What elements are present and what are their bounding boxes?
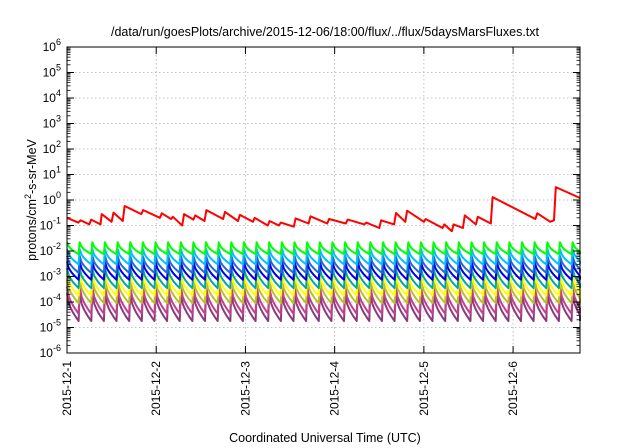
series-line [66,278,581,305]
y-tick-exponent: -5 [53,318,61,328]
x-tick-label: 2015-12-4 [328,361,342,416]
x-axis-label: Coordinated Universal Time (UTC) [229,431,421,445]
y-tick-base: 10 [43,91,57,105]
series-line [66,292,581,322]
series-line [66,241,581,256]
y-tick-base: 10 [43,142,57,156]
y-tick-label: 103 [43,114,61,131]
series-line [66,267,581,290]
y-tick-label: 104 [43,88,61,105]
y-tick-label: 10-4 [40,292,61,309]
series-line [66,260,581,281]
y-tick-base: 10 [40,244,54,258]
y-tick-base: 10 [43,40,57,54]
y-tick-label: 10-1 [40,216,61,233]
series-line [66,254,581,274]
y-tick-exponent: 2 [56,139,61,149]
y-tick-exponent: 1 [56,165,61,175]
y-tick-exponent: -2 [53,241,61,251]
y-tick-base: 10 [40,321,54,335]
y-tick-base: 10 [43,193,57,207]
y-tick-base: 10 [43,66,57,80]
y-tick-exponent: 4 [56,88,61,98]
y-tick-exponent: -1 [53,216,61,226]
y-tick-base: 10 [40,270,54,284]
y-tick-base: 10 [40,219,54,233]
y-tick-exponent: -3 [53,267,61,277]
x-axis: 2015-12-1 2015-12-2 2015-12-3 2015-12-4 2015… [60,47,520,416]
y-tick-exponent: 6 [56,37,61,47]
y-tick-label: 10-5 [40,318,61,335]
series-line [66,248,581,266]
y-axis: 10-610-510-410-310-210-11001011021031041… [40,37,580,360]
series-line [66,273,581,297]
y-tick-base: 10 [43,117,57,131]
y-tick-base: 10 [40,295,54,309]
series-line [66,186,581,233]
y-axis-label-post: -s-sr-MeV [25,138,39,194]
y-tick-exponent: 0 [56,190,61,200]
x-tick-label: 2015-12-6 [506,361,520,416]
y-tick-exponent: 3 [56,114,61,124]
y-tick-exponent: 5 [56,63,61,73]
chart-title: /data/run/goesPlots/archive/2015-12-06/1… [111,25,540,39]
y-tick-label: 10-3 [40,267,61,284]
series-layer [66,186,581,322]
y-tick-label: 105 [43,63,61,80]
y-axis-label-pre: protons/cm [25,199,39,261]
y-tick-label: 102 [43,139,61,156]
x-tick-label: 2015-12-2 [149,361,163,416]
y-tick-base: 10 [43,168,57,182]
y-axis-label-sup: 2 [23,194,33,199]
y-tick-label: 101 [43,165,61,182]
y-tick-exponent: -6 [53,343,61,353]
y-tick-label: 106 [43,37,61,54]
y-tick-label: 100 [43,190,61,207]
y-axis-label: protons/cm2-s-sr-MeV [23,138,39,260]
y-tick-label: 10-2 [40,241,61,258]
x-tick-label: 2015-12-1 [60,361,74,416]
y-tick-exponent: -4 [53,292,61,302]
y-tick-label: 10-6 [40,343,61,360]
series-line [66,285,581,315]
x-tick-label: 2015-12-3 [238,361,252,416]
x-tick-label: 2015-12-5 [417,361,431,416]
y-tick-base: 10 [40,346,54,360]
